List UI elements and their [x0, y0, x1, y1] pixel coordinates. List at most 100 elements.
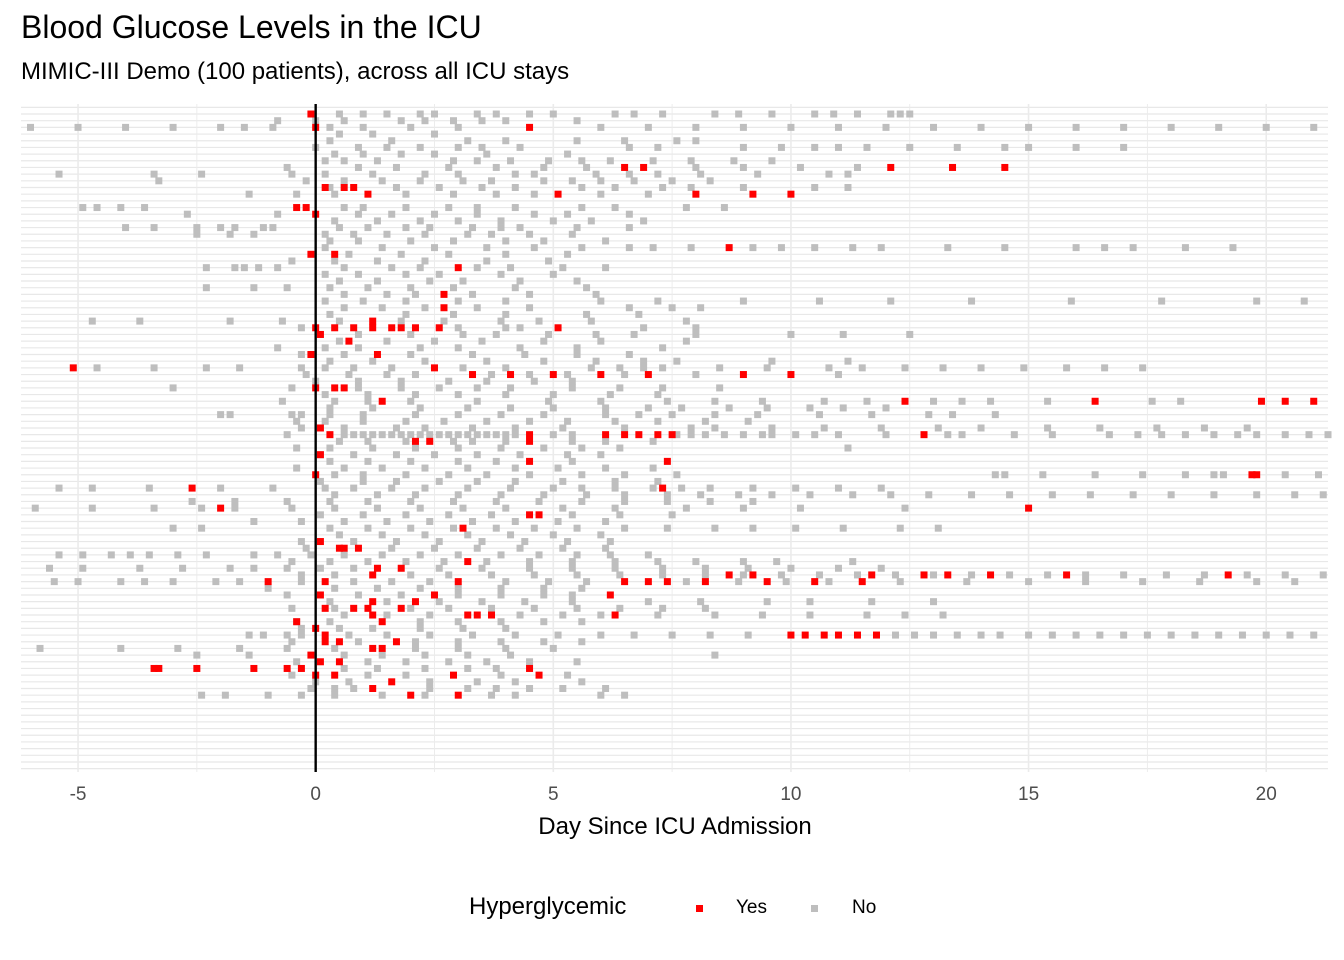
normal-glucose-point — [274, 210, 282, 218]
normal-glucose-point — [578, 678, 586, 686]
normal-glucose-point — [407, 571, 415, 579]
normal-glucose-point — [340, 177, 348, 185]
normal-glucose-point — [616, 604, 624, 612]
normal-glucose-point — [602, 404, 610, 412]
normal-glucose-point — [469, 224, 477, 232]
normal-glucose-point — [930, 571, 938, 579]
normal-glucose-point — [930, 397, 938, 405]
normal-glucose-point — [335, 317, 343, 325]
normal-glucose-point — [231, 224, 239, 232]
normal-glucose-point — [364, 671, 372, 679]
normal-glucose-point — [1139, 578, 1147, 586]
normal-glucose-point — [568, 598, 576, 606]
normal-glucose-point — [678, 484, 686, 492]
normal-glucose-point — [378, 551, 386, 559]
normal-glucose-point — [925, 491, 933, 499]
normal-glucose-point — [435, 538, 443, 546]
hyperglycemic-point — [526, 664, 534, 672]
normal-glucose-point — [963, 578, 971, 586]
normal-glucose-point — [141, 204, 149, 212]
normal-glucose-point — [488, 571, 496, 579]
normal-glucose-point — [739, 123, 747, 131]
normal-glucose-point — [473, 477, 481, 485]
normal-glucose-point — [777, 244, 785, 252]
normal-glucose-point — [1001, 244, 1009, 252]
normal-glucose-point — [863, 397, 871, 405]
normal-glucose-point — [516, 143, 524, 151]
normal-glucose-point — [502, 504, 510, 512]
normal-glucose-point — [350, 685, 358, 692]
normal-glucose-point — [326, 457, 334, 465]
hyperglycemic-point — [331, 384, 339, 392]
hyperglycemic-point — [640, 163, 648, 171]
normal-glucose-point — [473, 304, 481, 312]
normal-glucose-point — [1091, 471, 1099, 479]
normal-glucose-point — [625, 351, 633, 358]
normal-glucose-point — [1096, 631, 1104, 639]
normal-glucose-point — [340, 551, 348, 559]
hyperglycemic-point — [369, 598, 377, 606]
normal-glucose-point — [763, 598, 771, 606]
normal-glucose-point — [397, 377, 405, 385]
normal-glucose-point — [573, 551, 581, 559]
normal-glucose-point — [454, 297, 462, 305]
normal-glucose-point — [316, 511, 324, 519]
normal-glucose-point — [1020, 364, 1028, 372]
normal-glucose-point — [74, 123, 82, 131]
normal-glucose-point — [440, 558, 448, 566]
normal-glucose-point — [364, 457, 372, 465]
normal-glucose-point — [293, 464, 301, 472]
normal-glucose-point — [274, 117, 282, 125]
normal-glucose-point — [1044, 424, 1052, 432]
normal-glucose-point — [806, 598, 814, 606]
normal-glucose-point — [616, 511, 624, 519]
normal-glucose-point — [335, 277, 343, 285]
normal-glucose-point — [335, 130, 343, 138]
normal-glucose-point — [454, 591, 462, 599]
normal-glucose-point — [307, 685, 315, 692]
normal-glucose-point — [663, 497, 671, 505]
normal-glucose-point — [445, 431, 453, 439]
legend-label-no: No — [852, 897, 877, 918]
normal-glucose-point — [758, 431, 766, 439]
normal-glucose-point — [430, 244, 438, 252]
normal-glucose-point — [183, 210, 191, 218]
normal-glucose-point — [469, 631, 477, 639]
hyperglycemic-point — [469, 371, 477, 379]
hyperglycemic-point — [554, 190, 562, 198]
hyperglycemic-point — [1025, 504, 1033, 512]
hyperglycemic-point — [621, 578, 629, 586]
normal-glucose-point — [1001, 143, 1009, 151]
normal-glucose-point — [354, 210, 362, 218]
normal-glucose-point — [297, 538, 305, 546]
normal-glucose-point — [549, 270, 557, 278]
normal-glucose-point — [896, 524, 904, 532]
normal-glucose-point — [706, 631, 714, 639]
normal-glucose-point — [516, 611, 524, 619]
normal-glucose-point — [331, 571, 339, 579]
normal-glucose-point — [887, 110, 895, 118]
normal-glucose-point — [526, 558, 534, 566]
normal-glucose-point — [540, 411, 548, 419]
normal-glucose-point — [316, 477, 324, 485]
normal-glucose-point — [811, 244, 819, 252]
normal-glucose-point — [150, 504, 158, 512]
normal-glucose-point — [502, 324, 510, 332]
normal-glucose-point — [392, 451, 400, 459]
normal-glucose-point — [502, 250, 510, 258]
normal-glucose-point — [739, 431, 747, 439]
hyperglycemic-point — [920, 571, 928, 579]
hyperglycemic-point — [526, 437, 534, 445]
hyperglycemic-point — [887, 163, 895, 171]
normal-glucose-point — [1044, 397, 1052, 405]
normal-glucose-point — [583, 578, 591, 586]
normal-glucose-point — [421, 531, 429, 539]
normal-glucose-point — [202, 364, 210, 372]
normal-glucose-point — [416, 404, 424, 412]
normal-glucose-point — [1200, 571, 1208, 579]
normal-glucose-point — [383, 631, 391, 639]
normal-glucose-point — [407, 237, 415, 245]
normal-glucose-point — [426, 518, 434, 525]
normal-glucose-point — [445, 163, 453, 171]
normal-glucose-point — [454, 123, 462, 131]
